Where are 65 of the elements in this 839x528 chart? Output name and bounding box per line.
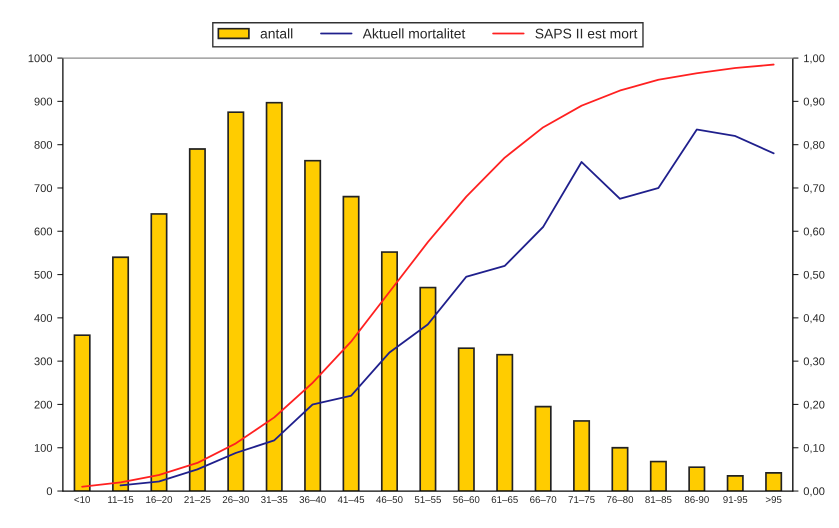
y2-tick-label: 0,00 bbox=[804, 487, 824, 496]
y2-tick-label: 0,50 bbox=[804, 270, 824, 280]
bar bbox=[534, 406, 552, 492]
x-tick-label: 36–40 bbox=[299, 496, 326, 504]
x-tick-label: 91-95 bbox=[723, 496, 748, 504]
bar bbox=[342, 196, 360, 492]
x-tick-label: 26–30 bbox=[222, 496, 249, 504]
bar bbox=[688, 466, 706, 492]
x-tick-label: <10 bbox=[74, 496, 90, 504]
y2-tick-label: 0,80 bbox=[804, 140, 824, 150]
y-tick-label: 600 bbox=[34, 228, 52, 236]
y2-tick-label: 0,70 bbox=[804, 184, 824, 194]
bar bbox=[611, 446, 628, 492]
line-series bbox=[81, 64, 775, 488]
x-tick-label: 66–70 bbox=[530, 496, 556, 504]
legend-label: SAPS II est mort bbox=[535, 28, 638, 39]
x-tick-label: 81–85 bbox=[645, 496, 672, 504]
x-tick-label: 11–15 bbox=[108, 496, 134, 504]
y-tick-label: 1000 bbox=[28, 54, 52, 62]
y-tick-label: 100 bbox=[34, 444, 52, 452]
y2-tick-label: 0,10 bbox=[804, 444, 824, 454]
bar bbox=[573, 420, 590, 492]
y-tick-label: 400 bbox=[34, 314, 52, 322]
x-tick-label: 46–50 bbox=[376, 496, 403, 504]
bar bbox=[266, 102, 283, 492]
x-tick-label: 21–25 bbox=[184, 496, 210, 504]
y2-tick-label: 0,20 bbox=[804, 400, 824, 410]
legend-label: antall bbox=[260, 28, 292, 39]
x-tick-label: 61–65 bbox=[492, 496, 518, 504]
x-tick-label: 41–45 bbox=[338, 496, 364, 504]
bar bbox=[188, 148, 206, 492]
bar bbox=[227, 111, 244, 492]
x-tick-label: 51–55 bbox=[414, 496, 441, 504]
line-series bbox=[120, 128, 775, 486]
bar bbox=[458, 347, 475, 492]
y-tick-label: 900 bbox=[34, 98, 52, 106]
y-tick-label: 300 bbox=[34, 357, 52, 366]
y-tick-label: 200 bbox=[34, 400, 52, 409]
bar bbox=[380, 251, 398, 492]
bar bbox=[650, 460, 667, 492]
bar bbox=[304, 160, 322, 492]
x-tick-label: 56–60 bbox=[453, 496, 480, 504]
y-tick-label: 800 bbox=[34, 140, 52, 149]
bar bbox=[74, 334, 91, 492]
x-tick-label: 76–80 bbox=[606, 496, 634, 504]
bar bbox=[726, 475, 744, 492]
bar bbox=[496, 354, 514, 492]
y-tick-label: 0 bbox=[46, 487, 52, 496]
y2-tick-label: 1,00 bbox=[804, 54, 824, 64]
bar bbox=[112, 256, 130, 492]
y2-tick-label: 0,40 bbox=[804, 314, 824, 324]
x-tick-label: 86-90 bbox=[684, 496, 709, 504]
bar bbox=[765, 472, 782, 492]
y2-tick-label: 0,90 bbox=[804, 98, 824, 107]
x-tick-label: 71–75 bbox=[568, 496, 595, 504]
y-tick-label: 500 bbox=[34, 270, 52, 279]
y2-tick-label: 0,30 bbox=[804, 357, 824, 367]
y2-tick-label: 0,60 bbox=[804, 228, 824, 237]
x-tick-label: 31–35 bbox=[261, 496, 288, 504]
legend-label: Aktuell mortalitet bbox=[362, 28, 466, 39]
bar bbox=[419, 286, 436, 492]
x-tick-label: 16–20 bbox=[146, 496, 172, 504]
x-tick-label: >95 bbox=[766, 496, 782, 504]
y-tick-label: 700 bbox=[34, 184, 52, 192]
bar bbox=[150, 213, 168, 492]
